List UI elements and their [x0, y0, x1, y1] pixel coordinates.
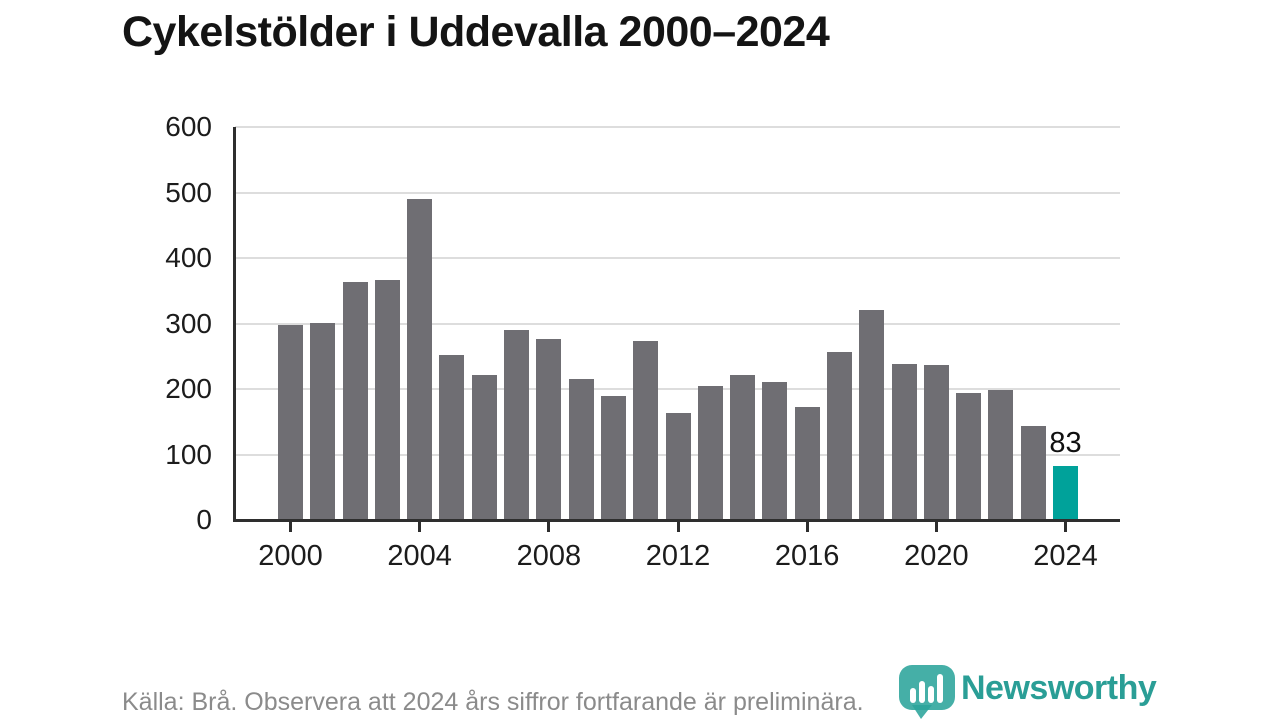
bar-2010 [600, 396, 626, 520]
bar-2002 [342, 282, 368, 520]
y-axis-line [233, 127, 236, 522]
x-axis-tick [934, 522, 938, 532]
bar-2001 [310, 323, 336, 520]
newsworthy-logo: Newsworthy [897, 663, 1157, 719]
y-axis-tick-label: 500 [165, 176, 212, 208]
gridline-300 [235, 322, 1120, 325]
x-axis-tick-label: 2008 [516, 540, 582, 572]
bar-2020 [923, 365, 949, 520]
gridline-400 [235, 257, 1120, 259]
bar-2014 [730, 375, 756, 520]
bar-2012 [665, 413, 691, 520]
x-axis-tick-label: 2000 [258, 540, 323, 572]
x-axis-tick-label: 2012 [645, 540, 711, 572]
gridline-200 [235, 388, 1120, 390]
bar-2015 [762, 382, 788, 520]
chart-title: Cykelstölder i Uddevalla 2000–2024 [122, 8, 830, 56]
bar-2003 [374, 280, 400, 520]
x-axis-tick [547, 522, 551, 532]
bar-2018 [859, 310, 885, 520]
gridline-600 [235, 126, 1120, 128]
bar-2009 [568, 379, 594, 520]
x-axis-line [233, 519, 1120, 522]
bar-2023 [1020, 426, 1046, 520]
bar-2008 [536, 339, 562, 520]
bar-chart-badge-icon [899, 665, 955, 719]
x-axis-tick-label: 2020 [904, 540, 969, 572]
bar-2013 [697, 386, 723, 520]
bar-2004 [407, 199, 433, 520]
x-axis-tick-label: 2004 [387, 540, 452, 572]
y-axis-tick-label: 300 [165, 307, 212, 339]
bar-2006 [471, 375, 497, 520]
bar-2022 [988, 390, 1014, 520]
bar-2024 [1053, 466, 1078, 520]
source-note: Källa: Brå. Observera att 2024 års siffr… [122, 688, 864, 716]
x-axis-tick-label: 2016 [774, 540, 840, 572]
y-axis-tick-label: 0 [196, 504, 212, 535]
gridline-500 [235, 191, 1120, 194]
y-axis-tick-label: 100 [165, 438, 212, 470]
y-axis-tick-label: 600 [165, 111, 212, 142]
bar-2017 [826, 352, 852, 520]
x-axis-tick [418, 522, 422, 532]
bar-2016 [794, 407, 820, 520]
bar-2000 [278, 325, 303, 520]
highlight-value-label: 83 [1049, 426, 1082, 459]
bar-2019 [891, 364, 917, 520]
y-axis-tick-label: 200 [165, 373, 212, 404]
bar-2007 [504, 330, 530, 520]
y-axis-tick-label: 400 [165, 242, 212, 273]
x-axis-tick [676, 522, 680, 532]
x-axis-tick-label: 2024 [1033, 540, 1098, 572]
x-axis-tick [289, 522, 292, 532]
x-axis-tick [1064, 522, 1067, 532]
bar-2021 [956, 393, 982, 520]
brand-name: Newsworthy [961, 669, 1157, 707]
bar-2011 [633, 341, 659, 520]
x-axis-tick [805, 522, 809, 532]
bar-2005 [439, 355, 465, 520]
